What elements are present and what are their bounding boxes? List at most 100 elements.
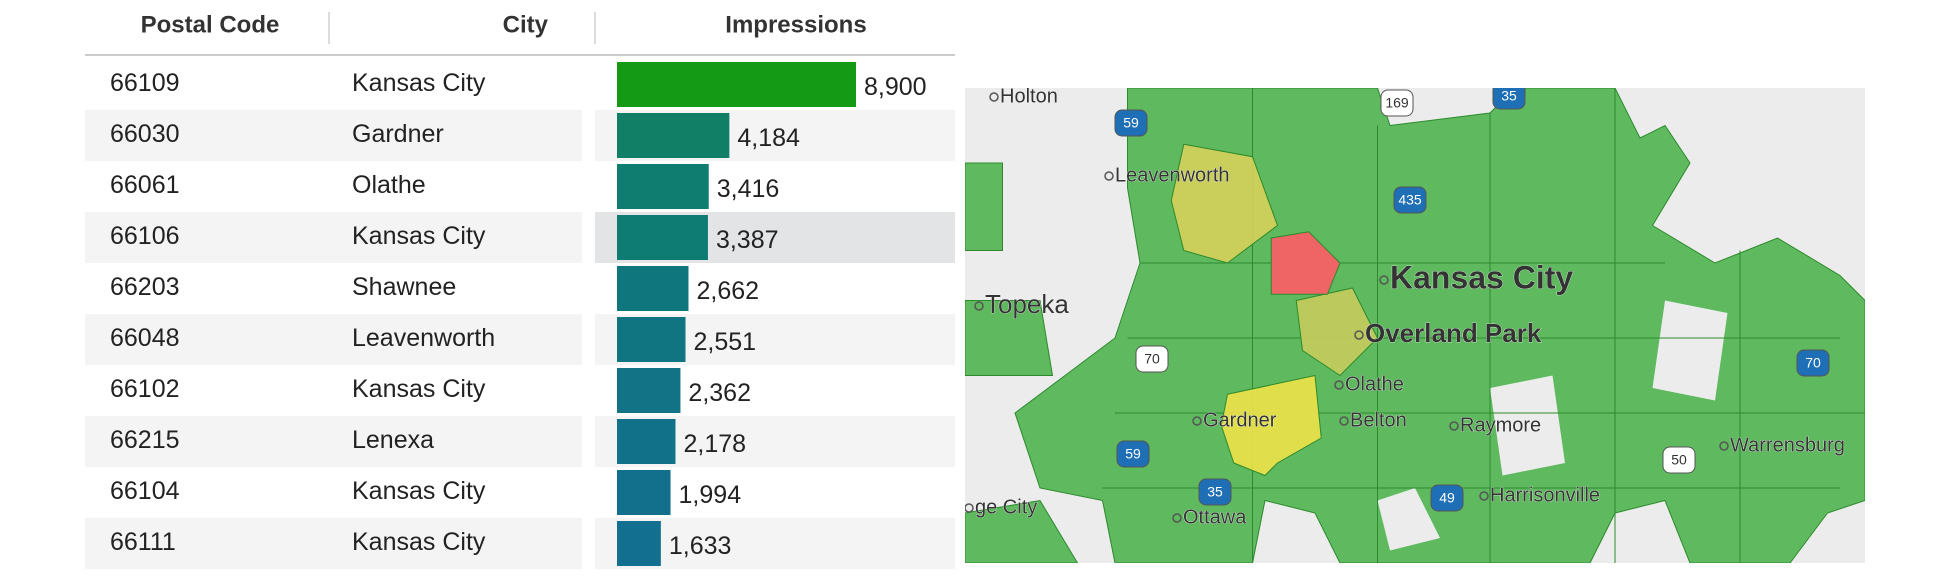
city-label: Kansas City — [1390, 259, 1573, 295]
map-gap — [1490, 375, 1565, 476]
map-boundaries — [1102, 88, 1865, 563]
route-number: 35 — [1207, 484, 1223, 500]
impressions-label: 1,994 — [679, 481, 742, 509]
city-label: Raymore — [1460, 414, 1541, 436]
map-region-top — [1270, 231, 1341, 295]
impressions-bar — [617, 368, 681, 413]
row-background — [85, 110, 582, 161]
city: Leavenworth — [352, 324, 495, 352]
impressions-label: 3,416 — [717, 175, 780, 203]
city-dot — [1192, 416, 1202, 426]
table-row[interactable]: 66102 Kansas City 2,362 — [110, 368, 751, 413]
table-row[interactable]: 66104 Kansas City 1,994 — [110, 470, 741, 515]
row-background — [85, 416, 582, 467]
city: Gardner — [352, 120, 444, 148]
city-dot — [1479, 491, 1489, 501]
city-dot — [1172, 513, 1182, 523]
impressions-bar — [617, 266, 689, 311]
city: Kansas City — [352, 477, 486, 505]
impressions-bar — [617, 62, 856, 107]
city-label: Gardner — [1203, 409, 1277, 431]
route-shield — [1393, 186, 1427, 214]
city-label: Ottawa — [1183, 506, 1247, 528]
city-dot — [1719, 441, 1729, 451]
header-impressions[interactable]: Impressions — [725, 11, 866, 38]
city-label: Olathe — [1345, 373, 1404, 395]
map-gap — [1377, 488, 1440, 551]
postal-code: 66106 — [110, 222, 180, 250]
city-label: Holton — [1000, 85, 1058, 107]
impressions-bar — [617, 215, 708, 260]
table-row[interactable]: 66215 Lenexa 2,178 — [85, 416, 955, 467]
impressions-label: 2,178 — [683, 430, 746, 458]
city-label: Belton — [1350, 409, 1407, 431]
table-row[interactable]: 66048 Leavenworth 2,551 — [85, 314, 955, 365]
route-number: 435 — [1398, 192, 1422, 208]
table: Postal Code City Impressions 66109 Kansas… — [85, 11, 955, 569]
map-region-highlight — [1170, 143, 1279, 264]
city: Lenexa — [352, 426, 434, 454]
header-postal-code[interactable]: Postal Code — [141, 11, 280, 38]
city-dot — [974, 301, 984, 311]
city-label: Leavenworth — [1115, 164, 1230, 186]
impressions-bar — [617, 521, 661, 566]
postal-code: 66030 — [110, 120, 180, 148]
route-shield — [1198, 478, 1232, 506]
route-number: 59 — [1125, 446, 1141, 462]
impressions-label: 2,662 — [696, 277, 759, 305]
postal-code: 66104 — [110, 477, 180, 505]
impressions-bar — [617, 317, 686, 362]
table-row[interactable]: 66106 Kansas City 3,387 — [85, 212, 955, 263]
route-shield — [1116, 440, 1150, 468]
route-number: 59 — [1123, 115, 1139, 131]
city-dot — [1104, 171, 1114, 181]
row-background — [85, 314, 582, 365]
city-dot — [1339, 416, 1349, 426]
route-number: 169 — [1385, 95, 1409, 111]
postal-code: 66109 — [110, 69, 180, 97]
map-region — [965, 300, 1054, 376]
route-number: 70 — [1144, 351, 1160, 367]
table-row[interactable]: 66109 Kansas City 8,900 — [110, 62, 927, 107]
impressions-bar — [617, 164, 709, 209]
row-background — [85, 212, 582, 263]
postal-code: 66203 — [110, 273, 180, 301]
header-city[interactable]: City — [503, 11, 549, 38]
map[interactable]: Holton Leavenworth Topeka Kansas City Overla… — [965, 83, 1865, 563]
city-label: Harrisonville — [1490, 484, 1600, 506]
table-row[interactable]: 66111 Kansas City 1,633 — [85, 518, 955, 569]
city-label: Topeka — [985, 289, 1069, 319]
route-shield — [1380, 89, 1414, 117]
impressions-bar — [617, 113, 730, 158]
route-number: 49 — [1439, 490, 1455, 506]
impressions-label: 2,551 — [694, 328, 757, 356]
city: Shawnee — [352, 273, 456, 301]
table-row[interactable]: 66061 Olathe 3,416 — [110, 164, 779, 209]
route-number: 35 — [1501, 88, 1517, 104]
map-gap — [1652, 300, 1728, 401]
route-number: 50 — [1671, 452, 1687, 468]
impressions-bar — [617, 470, 671, 515]
impressions-label: 2,362 — [688, 379, 751, 407]
city-label: Warrensburg — [1730, 434, 1845, 456]
postal-code: 66111 — [110, 528, 176, 556]
city: Kansas City — [352, 375, 486, 403]
map-region — [965, 162, 1003, 251]
table-row[interactable]: 66203 Shawnee 2,662 — [110, 266, 759, 311]
city-dot — [1449, 421, 1459, 431]
table-row[interactable]: 66030 Gardner 4,184 — [85, 110, 955, 161]
impressions-label: 1,633 — [669, 532, 732, 560]
city-dot — [1334, 380, 1344, 390]
map-region-highlight — [1220, 374, 1322, 477]
impressions-label: 8,900 — [864, 73, 927, 101]
route-shield — [1135, 345, 1169, 373]
postal-code: 66102 — [110, 375, 180, 403]
city: Kansas City — [352, 528, 486, 556]
city-dot — [989, 92, 999, 102]
impressions-label: 4,184 — [737, 124, 800, 152]
impressions-label: 3,387 — [716, 226, 779, 254]
route-shield — [1492, 88, 1526, 110]
route-shield — [1796, 349, 1830, 377]
